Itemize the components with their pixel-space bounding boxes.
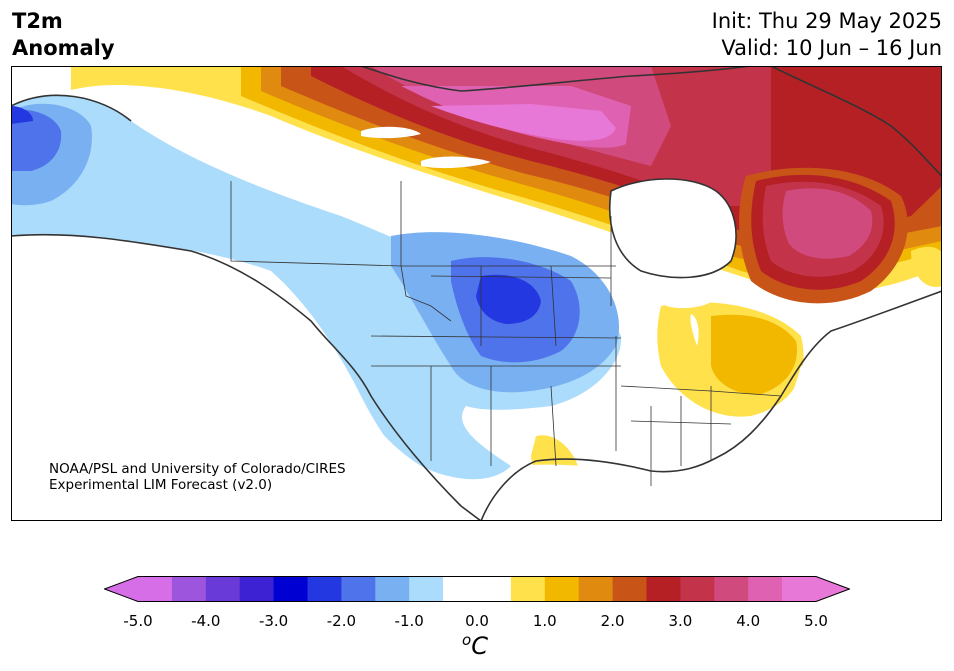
colorbar-band (510, 576, 546, 602)
colorbar-band (544, 576, 580, 602)
political-boundaries (230, 181, 782, 486)
anomaly-map (11, 66, 942, 521)
gulf-of-mexico (491, 464, 702, 521)
credit-line-2: Experimental LIM Forecast (v2.0) (49, 477, 273, 493)
lake-michigan (690, 314, 699, 346)
colorbar-band (239, 576, 275, 602)
units-label: oC (462, 631, 488, 660)
colorbar-band (782, 576, 817, 602)
init-date: Init: Thu 29 May 2025 (711, 9, 942, 33)
colorbar-band (273, 576, 308, 602)
credit-line-1: NOAA/PSL and University of Colorado/CIRE… (49, 461, 346, 477)
lake-superior (666, 296, 711, 309)
credit-text: NOAA/PSL and University of Colorado/CIRE… (49, 461, 346, 493)
units-degree: o (462, 631, 472, 649)
colorbar-band (714, 576, 749, 602)
colorbar-tick-label: 4.0 (736, 612, 761, 630)
colorbar-band (578, 576, 614, 602)
title-line-1: T2m (12, 9, 63, 33)
colorbar-band (409, 576, 444, 602)
great-bear-lake (361, 126, 421, 139)
colorbar-band (443, 576, 478, 602)
colorbar-high-arrow (816, 576, 850, 602)
units-celsius: C (471, 632, 488, 660)
colorbar-band (748, 576, 783, 602)
colorbar-tick-label: 0.0 (465, 612, 489, 630)
colorbar-band (307, 576, 342, 602)
colorbar-tick-label: -1.0 (394, 612, 424, 630)
colorbar-band (171, 576, 207, 602)
colorbar-band (612, 576, 647, 602)
atlantic-ocean (731, 346, 942, 521)
colorbar-tick-label: 2.0 (600, 612, 625, 630)
coastlines (11, 66, 942, 521)
colorbar-band (646, 576, 681, 602)
colorbar-band (138, 576, 173, 602)
great-slave-lake (421, 156, 491, 169)
colorbar-tick-label: -3.0 (258, 612, 289, 630)
colorbar-tick-label: -2.0 (326, 612, 357, 630)
colorbar-band (375, 576, 410, 602)
colorbar (104, 576, 850, 602)
cool-anomaly-region (11, 95, 622, 480)
colorbar-ticks: -5.0 -4.0 -3.0 -2.0 -1.0 0.0 1.0 2.0 3.0 4.0 5.0 (0, 612, 954, 632)
colorbar-tick-label: 1.0 (532, 612, 557, 630)
colorbar-tick-label: 3.0 (668, 612, 693, 630)
colorbar-tick-label: 5.0 (804, 612, 828, 630)
map-frame (11, 66, 942, 521)
hudson-bay (609, 178, 736, 278)
colorbar-outline (104, 576, 850, 602)
colorbar-band (205, 576, 241, 602)
colorbar-tick-label: -5.0 (123, 612, 153, 630)
valid-range: Valid: 10 Jun – 16 Jun (721, 36, 942, 60)
colorbar-tick-label: -4.0 (191, 612, 221, 630)
colorbar-low-arrow (104, 576, 138, 602)
pacific-ocean (11, 241, 451, 521)
title-line-2: Anomaly (12, 36, 115, 60)
colorbar-band (680, 576, 715, 602)
colorbar-band (341, 576, 376, 602)
forecast-dates: Init: Thu 29 May 2025 Valid: 10 Jun – 16… (712, 8, 942, 62)
map-title: T2m Anomaly (12, 8, 115, 62)
water-bodies (11, 126, 942, 521)
colorbar-band (477, 576, 512, 602)
